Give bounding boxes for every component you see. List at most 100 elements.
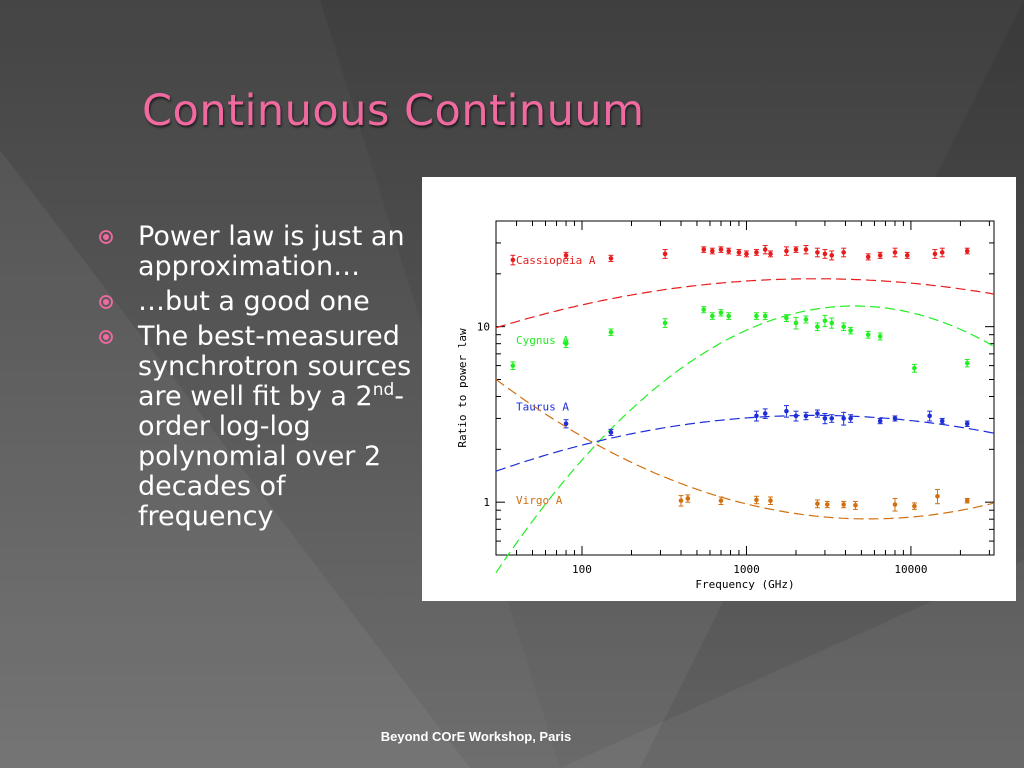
data-point	[718, 498, 724, 503]
data-point	[754, 250, 759, 255]
data-point	[877, 418, 883, 424]
data-point	[754, 497, 759, 503]
data-point	[784, 315, 789, 321]
bullet-text-post: -order log-log polynomial over 2 decades…	[138, 381, 405, 532]
data-point	[563, 421, 569, 426]
data-point	[510, 257, 516, 263]
data-point	[829, 320, 835, 326]
data-point	[822, 251, 828, 257]
data-point	[784, 248, 789, 254]
data-point	[932, 251, 938, 257]
y-tick-label: 10	[477, 321, 490, 334]
data-point	[815, 501, 820, 507]
radio-bullet-icon	[99, 230, 113, 244]
data-point	[964, 360, 970, 366]
data-point	[793, 247, 799, 252]
data-point	[762, 313, 768, 319]
data-point	[848, 328, 853, 333]
data-point	[892, 502, 898, 507]
data-point	[964, 421, 970, 426]
data-point	[822, 318, 828, 324]
data-point	[718, 247, 724, 252]
x-axis-label: Frequency (GHz)	[695, 578, 794, 591]
bullet-text: …but a good one	[138, 286, 370, 317]
radio-bullet-icon	[99, 295, 113, 309]
data-point	[815, 250, 820, 255]
data-point	[964, 498, 970, 503]
data-point	[710, 248, 715, 254]
data-point	[701, 307, 707, 312]
data-point	[762, 411, 768, 416]
data-point	[877, 253, 883, 258]
data-point	[904, 253, 910, 258]
data-point	[935, 494, 940, 499]
data-point	[964, 248, 970, 254]
bullet-text: Power law is just an approximation…	[138, 221, 405, 282]
ratio-chart: 100 1000 10000 1 10 Frequency (GHz) Ratio to p…	[456, 220, 995, 591]
x-tick-label: 10000	[894, 563, 927, 576]
data-point	[768, 251, 773, 257]
radio-bullet-icon	[99, 330, 113, 344]
data-point	[608, 329, 614, 335]
bullet-list: Power law is just an approximation… …but…	[98, 222, 428, 537]
data-point	[736, 250, 742, 255]
data-point	[662, 251, 668, 257]
data-point	[608, 430, 614, 435]
data-point	[841, 416, 846, 421]
data-point	[927, 413, 932, 419]
bullet-item: Power law is just an approximation…	[98, 222, 428, 282]
fit-curve	[495, 414, 995, 472]
data-point	[754, 413, 759, 419]
x-tick-label: 100	[572, 563, 592, 576]
slide-title: Continuous Continuum	[142, 86, 645, 136]
fit-curve	[495, 278, 995, 329]
fit-curve	[495, 378, 995, 520]
data-point	[701, 247, 707, 252]
data-point	[892, 250, 898, 255]
chart-panel: 100 1000 10000 1 10 Frequency (GHz) Ratio to p…	[422, 177, 1016, 601]
data-point	[912, 503, 917, 509]
series-label: Cassiopeia A	[516, 254, 596, 267]
data-point	[841, 502, 846, 507]
bullet-item: …but a good one	[98, 287, 428, 317]
data-point	[726, 248, 732, 254]
x-tick-label: 1000	[733, 563, 760, 576]
data-point	[912, 365, 917, 371]
data-point	[822, 416, 828, 421]
data-point	[510, 363, 516, 368]
data-point	[892, 416, 898, 421]
bullet-item: The best-measured synchrotron sources ar…	[98, 322, 428, 532]
series-label: Virgo A	[516, 494, 563, 507]
data-point	[815, 324, 820, 329]
data-point	[829, 416, 835, 421]
data-point	[939, 250, 945, 255]
data-point	[744, 251, 749, 257]
data-point	[939, 418, 945, 424]
data-point	[803, 413, 809, 419]
plot-frame	[495, 220, 995, 556]
data-point	[754, 313, 759, 319]
data-point	[824, 502, 830, 507]
footer: Beyond COrE Workshop, Paris	[380, 729, 572, 744]
data-point	[815, 411, 820, 416]
data-point	[662, 320, 668, 326]
data-point	[793, 413, 799, 419]
bullet-superscript: nd	[372, 380, 395, 400]
data-point	[803, 247, 809, 252]
data-point	[784, 408, 789, 414]
data-point	[563, 253, 569, 258]
data-point	[563, 341, 569, 346]
series-label: Taurus A	[516, 401, 569, 414]
data-point	[848, 416, 853, 421]
data-point	[865, 332, 871, 337]
data-point	[762, 247, 768, 252]
data-point	[841, 324, 846, 329]
data-point	[853, 502, 858, 508]
data-point	[718, 310, 724, 316]
data-point	[608, 256, 614, 261]
data-point	[829, 253, 835, 258]
data-point	[678, 498, 684, 503]
y-tick-label: 1	[483, 496, 490, 509]
fit-curve	[495, 305, 995, 574]
